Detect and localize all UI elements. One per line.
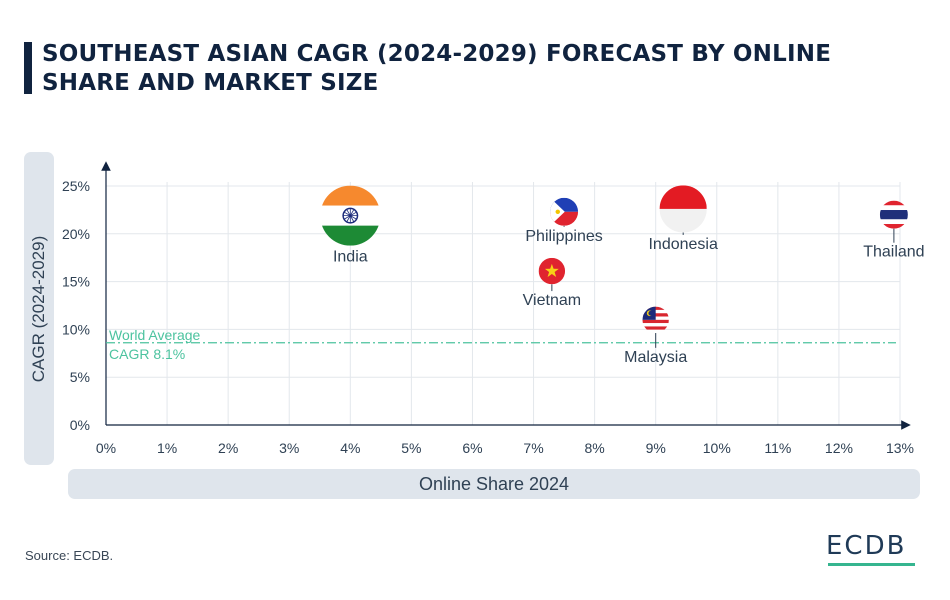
stripe [642, 326, 669, 330]
y-tick-label: 5% [70, 369, 90, 385]
title-accent-bar [24, 42, 32, 94]
data-point-malaysia: Malaysia [624, 306, 687, 366]
x-tick-label: 4% [340, 440, 360, 456]
data-label: Vietnam [523, 292, 581, 309]
data-point-vietnam: Vietnam [523, 257, 581, 309]
stripe [642, 329, 669, 334]
world-average-label: World Average [109, 327, 201, 343]
x-axis-label-box: Online Share 2024 [68, 469, 920, 499]
chakra-spoke [343, 215, 351, 220]
malaysia-flag-icon [642, 306, 669, 334]
data-label: Malaysia [624, 349, 687, 366]
x-tick-label: 10% [703, 440, 731, 456]
y-tick-label: 0% [70, 417, 90, 433]
x-tick-label: 1% [157, 440, 177, 456]
indonesia-flag-icon [659, 185, 707, 233]
stripe [642, 323, 669, 327]
y-tick-label: 25% [62, 178, 90, 194]
chakra-spoke [346, 215, 351, 223]
vietnam-flag-icon [538, 257, 566, 285]
x-tick-label: 5% [401, 440, 421, 456]
crescent-cut [648, 310, 654, 316]
source-note: Source: ECDB. [25, 548, 114, 563]
data-point-indonesia: Indonesia [648, 185, 718, 253]
red-band [879, 224, 908, 229]
data-point-india: India [320, 185, 381, 266]
chakra-spoke [349, 209, 355, 216]
x-axis-label: Online Share 2024 [418, 474, 570, 494]
chakra-spoke [343, 211, 351, 216]
red-band [659, 185, 707, 209]
x-tick-label: 0% [96, 440, 116, 456]
x-tick-label: 2% [218, 440, 238, 456]
sun-icon [555, 209, 561, 215]
chakra-spoke [346, 209, 351, 216]
thailand-flag-icon [879, 200, 908, 229]
chart-title: SOUTHEAST ASIAN CAGR (2024-2029) FORECAS… [42, 41, 832, 96]
y-tick-label: 15% [62, 274, 90, 290]
white-band [879, 205, 908, 211]
data-point-philippines: Philippines [525, 197, 603, 245]
x-tick-label: 6% [462, 440, 482, 456]
y-tick-label: 10% [62, 321, 90, 337]
x-tick-label: 9% [646, 440, 666, 456]
data-label: Indonesia [648, 236, 717, 253]
chakra-spoke [350, 215, 357, 220]
ecdb-logo: ECDB [826, 531, 907, 561]
y-tick-label: 20% [62, 226, 90, 242]
data-point-thailand: Thailand [863, 200, 925, 261]
philippines-flag-icon [550, 197, 579, 226]
world-average-value-label: CAGR 8.1% [109, 346, 185, 362]
white-band [659, 208, 707, 233]
saffron-band [320, 185, 381, 206]
green-band [320, 225, 381, 246]
y-axis-label-box [24, 152, 54, 465]
white-band [879, 219, 908, 225]
x-tick-label: 12% [825, 440, 853, 456]
data-label: Philippines [525, 228, 602, 245]
data-label: Thailand [863, 244, 924, 261]
x-tick-label: 3% [279, 440, 299, 456]
india-flag-icon [320, 185, 381, 246]
logo-underline [828, 563, 915, 566]
red-band [879, 200, 908, 206]
chakra-spoke [349, 215, 355, 223]
x-tick-label: 11% [764, 440, 791, 456]
chakra-spoke [350, 211, 357, 216]
blue-band [879, 210, 908, 220]
stripe [642, 319, 669, 324]
x-tick-label: 8% [584, 440, 604, 456]
x-tick-label: 7% [523, 440, 543, 456]
x-tick-label: 13% [886, 440, 914, 456]
data-label: India [333, 249, 368, 266]
star-icon [544, 263, 559, 277]
